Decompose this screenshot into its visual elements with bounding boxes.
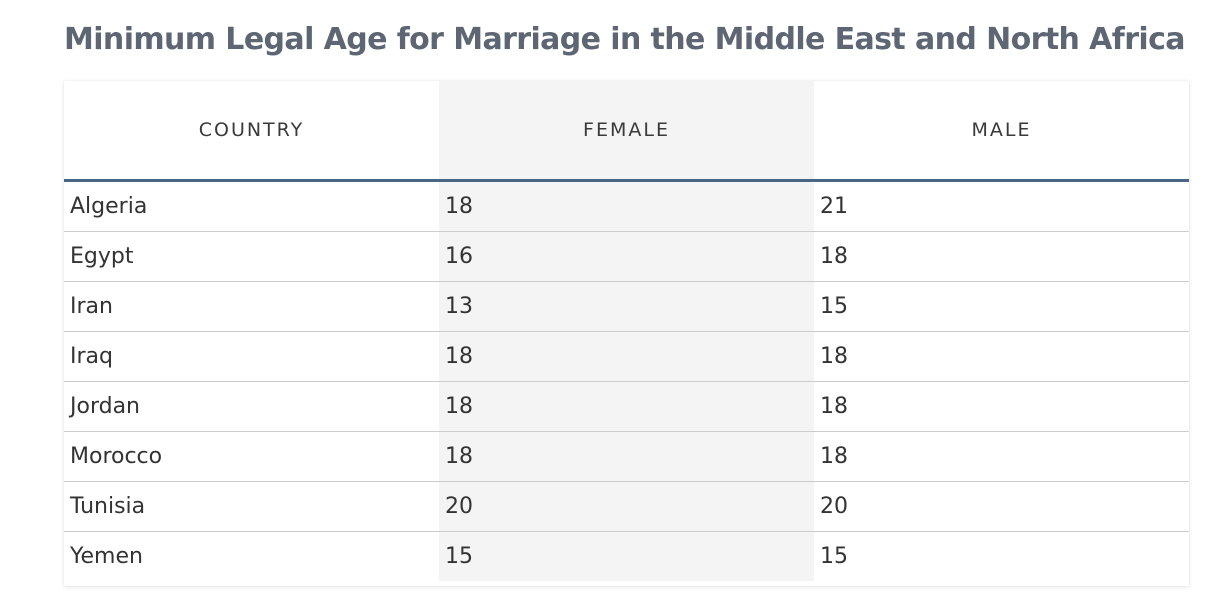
column-header-male[interactable]: MALE	[814, 81, 1189, 182]
male-age-cell: 18	[814, 381, 1189, 432]
table-header-row: COUNTRY FEMALE MALE	[64, 81, 1189, 182]
country-cell: Morocco	[64, 431, 439, 482]
marriage-age-table: COUNTRY FEMALE MALE Algeria 18 21 Egypt 16 18…	[64, 81, 1189, 581]
male-age-cell: 20	[814, 481, 1189, 532]
female-age-cell: 18	[439, 431, 814, 482]
male-age-cell: 18	[814, 431, 1189, 482]
male-age-cell: 18	[814, 231, 1189, 282]
table-row: Iraq 18 18	[64, 331, 1189, 382]
table-row: Morocco 18 18	[64, 431, 1189, 482]
country-cell: Algeria	[64, 180, 439, 232]
female-age-cell: 20	[439, 481, 814, 532]
female-age-cell: 15	[439, 531, 814, 581]
table-row: Jordan 18 18	[64, 381, 1189, 432]
male-age-cell: 15	[814, 281, 1189, 332]
country-cell: Jordan	[64, 381, 439, 432]
male-age-cell: 15	[820, 544, 848, 569]
country-cell: Yemen	[70, 544, 143, 569]
male-age-cell: 18	[814, 331, 1189, 382]
female-age-cell: 18	[439, 180, 814, 232]
female-age-cell: 18	[439, 331, 814, 382]
country-cell: Egypt	[64, 231, 439, 282]
country-cell: Iraq	[64, 331, 439, 382]
column-header-country[interactable]: COUNTRY	[64, 81, 439, 182]
table-row: Tunisia 20 20	[64, 481, 1189, 532]
data-table-card: COUNTRY FEMALE MALE Algeria 18 21 Egypt 16 18…	[64, 81, 1189, 586]
table-body: Algeria 18 21 Egypt 16 18 Iran 13 15 Iraq 18 18 Jord…	[64, 180, 1189, 581]
table-row: Iran 13 15	[64, 281, 1189, 332]
country-cell: Iran	[64, 281, 439, 332]
female-age-cell: 13	[439, 281, 814, 332]
male-age-cell: 21	[814, 180, 1189, 232]
female-age-cell: 18	[439, 381, 814, 432]
table-row: Yemen 15 15	[64, 531, 1189, 581]
country-cell: Tunisia	[64, 481, 439, 532]
column-header-female[interactable]: FEMALE	[439, 81, 814, 182]
table-row: Algeria 18 21	[64, 180, 1189, 232]
female-age-cell: 16	[439, 231, 814, 282]
table-row: Egypt 16 18	[64, 231, 1189, 282]
chart-title: Minimum Legal Age for Marriage in the Mi…	[64, 22, 1186, 57]
